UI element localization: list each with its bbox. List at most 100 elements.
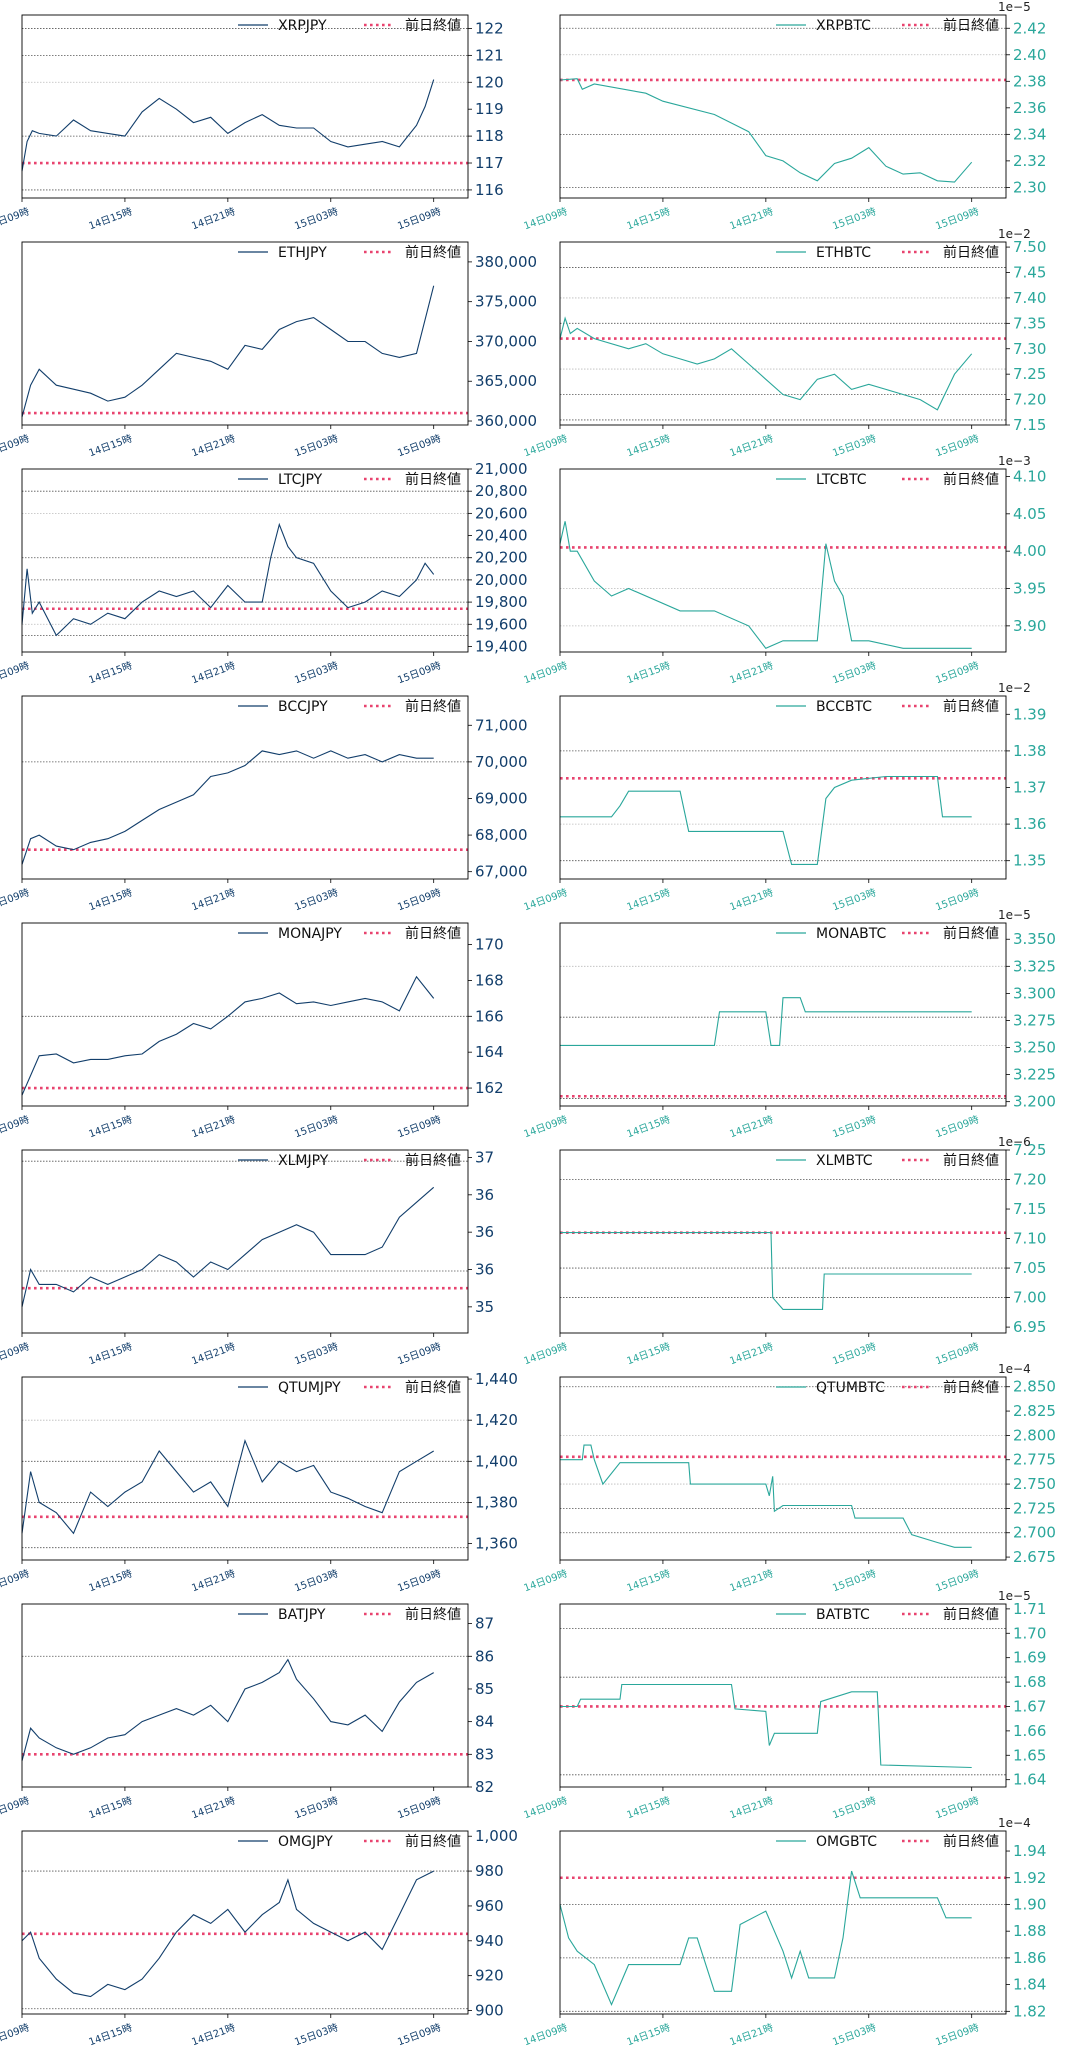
axis-offset-label: 1e−3 xyxy=(998,454,1031,468)
legend-series-label: ETHJPY xyxy=(278,245,327,261)
y-tick-label: 6.95 xyxy=(1013,1318,1046,1336)
chart-svg: 116 117 118 119 120 121 122 14日09時 14日15時 14日21時 1… xyxy=(0,14,504,233)
chart-svg: 3.2003.2253.2503.2753.3003.3253.35014日09… xyxy=(522,908,1056,1141)
x-tick-label: 15日03時 xyxy=(293,1795,340,1822)
x-tick-label: 14日15時 xyxy=(625,433,672,460)
legend-ref-label: 前日終値 xyxy=(405,471,461,488)
x-tick-label: 15日03時 xyxy=(831,1114,878,1141)
x-tick-label: 15日09時 xyxy=(396,887,443,914)
plot-frame xyxy=(559,1603,1007,1788)
plot-frame xyxy=(559,1830,1007,2015)
plot-frame xyxy=(559,1149,1007,1334)
legend-series-label: OMGBTC xyxy=(816,1834,877,1850)
y-tick-label: 365,000 xyxy=(475,372,537,390)
series-line-xrpbtc xyxy=(559,78,973,183)
legend: ETHBTC 前日終値 xyxy=(776,244,999,261)
y-tick-label: 1.67 xyxy=(1013,1697,1046,1715)
legend-ref-label: 前日終値 xyxy=(943,1379,999,1396)
legend: XLMBTC 前日終値 xyxy=(776,1152,999,1169)
series-line-xrpjpy xyxy=(21,79,435,172)
y-tick-label: 168 xyxy=(475,971,504,989)
legend-ref-label: 前日終値 xyxy=(405,1606,461,1623)
legend-ref-label: 前日終値 xyxy=(943,17,999,34)
legend-ref-label: 前日終値 xyxy=(405,1379,461,1396)
legend: BATBTC 前日終値 xyxy=(776,1606,999,1623)
y-tick-label: 7.15 xyxy=(1013,1200,1046,1218)
chart-svg: 19,400 19,600 19,800 20,000 20,200 20,400 20,6… xyxy=(0,460,528,687)
y-tick-label: 86 xyxy=(475,1647,494,1665)
legend-series-label: BCCJPY xyxy=(278,699,328,715)
x-tick-label: 14日21時 xyxy=(190,433,237,460)
x-tick-label: 15日03時 xyxy=(293,660,340,687)
y-tick-label: 67,000 xyxy=(475,863,528,881)
x-tick-label: 15日09時 xyxy=(396,1568,443,1595)
x-tick-label: 15日03時 xyxy=(831,2022,878,2049)
y-tick-label: 1.94 xyxy=(1013,1842,1046,1860)
x-tick-label: 14日15時 xyxy=(87,1341,134,1368)
y-tick-label: 2.34 xyxy=(1013,125,1046,143)
chart-qtumbtc: 2.675 2.700 2.725 2.750 2.775 2.800 2.825 2.850… xyxy=(522,1362,1073,1604)
x-tick-label: 14日09時 xyxy=(0,660,31,687)
x-tick-label: 15日09時 xyxy=(396,206,443,233)
x-tick-label: 15日09時 xyxy=(934,1341,981,1368)
legend-series-label: BCCBTC xyxy=(816,699,872,715)
legend-ref-label: 前日終値 xyxy=(943,698,999,715)
y-tick-label: 119 xyxy=(475,100,504,118)
legend-series-label: XRPBTC xyxy=(816,18,871,34)
chart-svg: 2.675 2.700 2.725 2.750 2.775 2.800 2.825 2.850… xyxy=(522,1362,1056,1594)
y-tick-label: 7.10 xyxy=(1013,1230,1046,1248)
y-tick-label: 162 xyxy=(475,1079,504,1097)
y-tick-label: 1.69 xyxy=(1013,1649,1046,1667)
x-tick-label: 14日15時 xyxy=(87,2022,134,2049)
y-tick-label: 20,400 xyxy=(475,527,528,545)
legend-series-label: OMGJPY xyxy=(278,1834,333,1850)
y-tick-label: 7.20 xyxy=(1013,1171,1046,1189)
y-tick-label: 1.64 xyxy=(1013,1771,1046,1789)
chart-monabtc: 3.200 3.225 3.250 3.275 3.300 3.325 3.350 14日09… xyxy=(522,908,1073,1150)
y-tick-label: 170 xyxy=(475,936,504,954)
y-tick-label: 7.50 xyxy=(1013,238,1046,256)
y-tick-label: 3.350 xyxy=(1013,930,1056,948)
legend: QTUMJPY 前日終値 xyxy=(238,1379,461,1396)
axis-offset-label: 1e−2 xyxy=(998,681,1031,695)
y-tick-label: 20,000 xyxy=(475,571,528,589)
y-tick-label: 2.700 xyxy=(1013,1524,1056,1542)
x-tick-label: 14日15時 xyxy=(87,1795,134,1822)
legend: LTCBTC 前日終値 xyxy=(776,471,999,488)
axis-offset-label: 1e−5 xyxy=(998,1589,1031,1603)
y-tick-label: 19,600 xyxy=(475,615,528,633)
legend-ref-label: 前日終値 xyxy=(405,1152,461,1169)
legend-ref-label: 前日終値 xyxy=(943,244,999,261)
legend-ref-label: 前日終値 xyxy=(405,244,461,261)
legend-series-label: XLMBTC xyxy=(816,1153,873,1169)
series-line-omgjpy xyxy=(21,1870,434,1998)
y-tick-label: 1.82 xyxy=(1013,2002,1046,2020)
y-tick-label: 7.30 xyxy=(1013,340,1046,358)
y-tick-label: 940 xyxy=(475,1932,504,1950)
x-tick-label: 14日15時 xyxy=(625,660,672,687)
x-tick-label: 14日21時 xyxy=(728,2022,775,2049)
plot-frame xyxy=(559,922,1007,1107)
x-tick-label: 15日03時 xyxy=(293,206,340,233)
y-tick-label: 4.10 xyxy=(1013,467,1046,485)
y-tick-label: 960 xyxy=(475,1897,504,1915)
series-line-bccjpy xyxy=(21,750,434,865)
x-tick-label: 14日15時 xyxy=(87,433,134,460)
y-tick-label: 2.725 xyxy=(1013,1499,1056,1517)
y-tick-label: 84 xyxy=(475,1713,494,1731)
y-tick-label: 20,800 xyxy=(475,482,528,500)
y-tick-label: 920 xyxy=(475,1967,504,1985)
chart-bccbtc: 1.35 1.36 1.37 1.38 1.39 14日09時 14日15時 14日21時 15… xyxy=(522,681,1073,923)
legend: BATJPY 前日終値 xyxy=(238,1606,461,1623)
y-tick-label: 375,000 xyxy=(475,293,537,311)
chart-batjpy: 82 83 84 85 86 87 14日09時 14日15時 14日21時 15日03時 15日0… xyxy=(0,1603,558,1831)
x-tick-label: 14日09時 xyxy=(0,1341,31,1368)
y-tick-label: 2.825 xyxy=(1013,1402,1056,1420)
legend-ref-label: 前日終値 xyxy=(943,471,999,488)
y-tick-label: 7.25 xyxy=(1013,1141,1046,1159)
y-tick-label: 1.39 xyxy=(1013,705,1046,723)
y-tick-label: 1.66 xyxy=(1013,1722,1046,1740)
y-tick-label: 121 xyxy=(475,46,504,64)
